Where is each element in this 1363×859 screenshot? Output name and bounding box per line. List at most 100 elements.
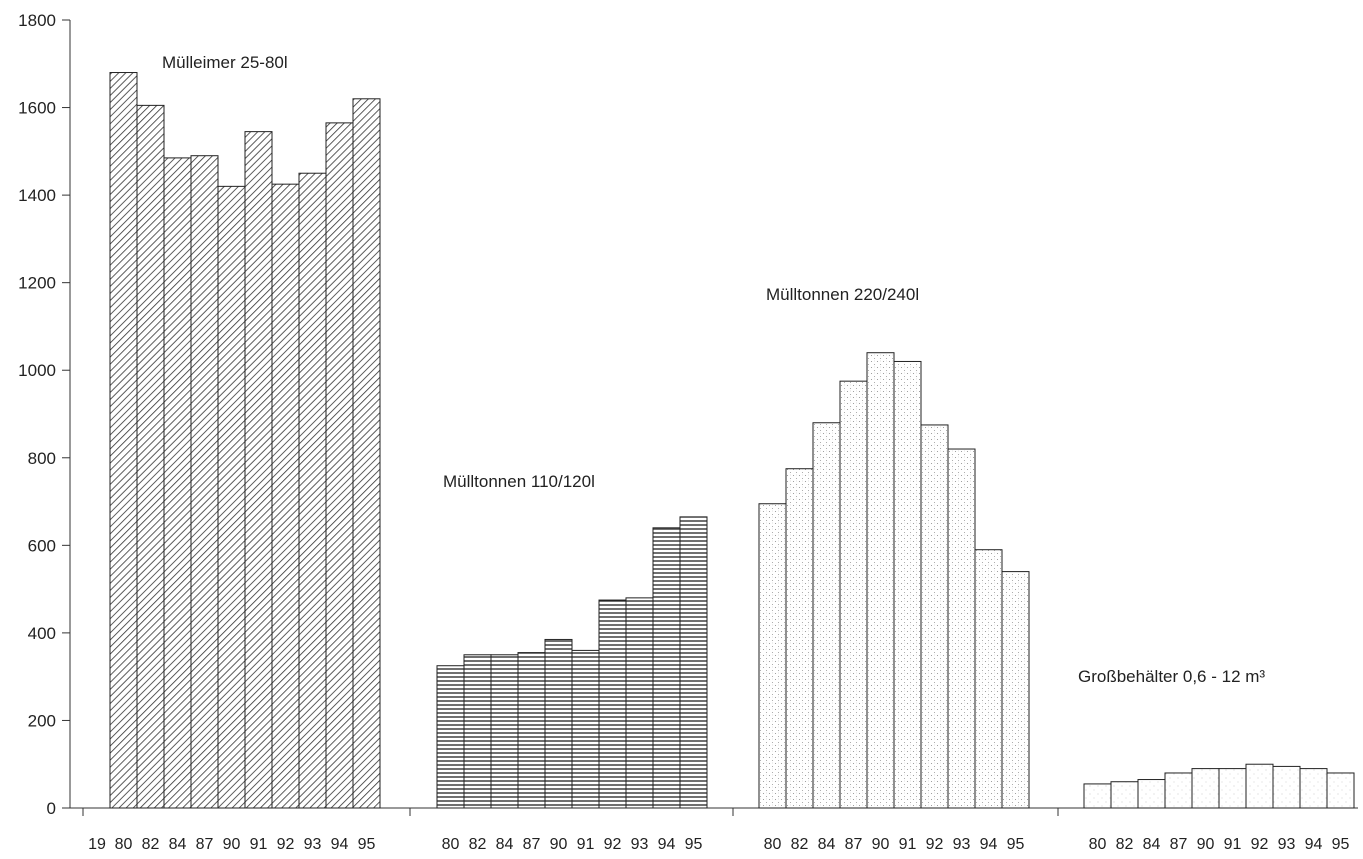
x-tick-label: 93: [631, 836, 649, 853]
y-tick-label: 1800: [18, 11, 56, 30]
x-tick-label: 84: [818, 836, 836, 853]
x-tick-label: 82: [142, 836, 160, 853]
x-tick-label: 90: [1197, 836, 1215, 853]
y-axis: 0 200 400 600 800 1000 1200 1400 1600 1800: [18, 11, 71, 818]
x-tick-label: 80: [442, 836, 460, 853]
bar: [1245, 763, 1274, 809]
x-tick-label: 95: [358, 836, 376, 853]
bar: [974, 549, 1003, 809]
bar: [136, 104, 165, 809]
x-tick-label: 90: [550, 836, 568, 853]
bar: [1218, 768, 1247, 809]
bar: [244, 131, 273, 809]
bar: [598, 599, 627, 809]
bar: [812, 422, 841, 809]
x-tick-label: 94: [331, 836, 349, 853]
bar: [1110, 781, 1139, 809]
x-tick-label: 92: [277, 836, 295, 853]
bar: [190, 155, 219, 809]
y-tick-label: 400: [28, 624, 56, 643]
x-tick-label: 95: [1332, 836, 1350, 853]
x-tick-label: 82: [1116, 836, 1134, 853]
bar: [652, 527, 681, 809]
y-tick-label: 600: [28, 536, 56, 555]
x-tick-label: 82: [791, 836, 809, 853]
bar: [490, 654, 519, 809]
x-tick-label: 80: [115, 836, 133, 853]
bar: [298, 172, 327, 809]
group-label: Mülltonnen 220/240l: [766, 285, 919, 304]
y-tick-label: 0: [47, 799, 56, 818]
bar: [1191, 768, 1220, 809]
bar: [109, 72, 138, 809]
group-label: Mülleimer 25-80l: [162, 53, 288, 72]
x-tick-label: 80: [1089, 836, 1107, 853]
bar: [325, 122, 354, 809]
x-axis: 19 80 82 84 87 90 91 92 93 94 95 80 82 84 87 90 91 92 93 94…: [70, 807, 1358, 853]
bar: [217, 185, 246, 809]
bar: [163, 157, 192, 809]
x-tick-label: 91: [899, 836, 917, 853]
bar: [271, 183, 300, 809]
x-tick-label: 84: [169, 836, 187, 853]
y-tick-label: 200: [28, 711, 56, 730]
bar: [866, 352, 895, 809]
x-tick-label: 93: [1278, 836, 1296, 853]
x-tick-label: 93: [304, 836, 322, 853]
bar: [1001, 571, 1030, 809]
bar: [839, 380, 868, 809]
y-tick-label: 1400: [18, 186, 56, 205]
bar: [758, 503, 787, 809]
bar: [571, 649, 600, 809]
bar: [625, 597, 654, 809]
y-tick-label: 800: [28, 449, 56, 468]
bar: [920, 424, 949, 809]
x-tick-label: 91: [577, 836, 595, 853]
x-tick-label: 82: [469, 836, 487, 853]
bar: [1299, 768, 1328, 809]
x-tick-label: 87: [1170, 836, 1188, 853]
x-tick-label: 94: [980, 836, 998, 853]
x-tick-label: 84: [496, 836, 514, 853]
group-labels: Mülleimer 25-80l Mülltonnen 110/120l Müllt…: [162, 53, 1265, 686]
x-tick-label: 92: [926, 836, 944, 853]
x-tick-label: 87: [523, 836, 541, 853]
x-tick-label: 80: [764, 836, 782, 853]
y-tick-label: 1200: [18, 274, 56, 293]
bar: [893, 360, 922, 809]
bars: [109, 72, 1355, 809]
group-label: Mülltonnen 110/120l: [443, 472, 595, 491]
bar: [1137, 779, 1166, 809]
y-tick-label: 1600: [18, 99, 56, 118]
bar: [679, 516, 708, 809]
bar: [1164, 772, 1193, 809]
x-tick-label: 87: [845, 836, 863, 853]
bar: [1326, 772, 1355, 809]
x-tick-label: 95: [685, 836, 703, 853]
bar: [1083, 783, 1112, 809]
bar: [436, 665, 465, 809]
x-tick-label: 90: [223, 836, 241, 853]
bar: [1272, 765, 1301, 809]
year-prefix-label: 19: [88, 836, 106, 853]
x-tick-label: 91: [250, 836, 268, 853]
x-tick-label: 92: [604, 836, 622, 853]
bar: [785, 468, 814, 809]
x-tick-label: 87: [196, 836, 214, 853]
bar: [352, 98, 381, 809]
bar: [544, 638, 573, 809]
y-tick-label: 1000: [18, 361, 56, 380]
x-tick-label: 92: [1251, 836, 1269, 853]
group-label: Großbehälter 0,6 - 12 m³: [1078, 667, 1265, 686]
x-tick-label: 91: [1224, 836, 1242, 853]
x-tick-label: 90: [872, 836, 890, 853]
bar: [517, 652, 546, 809]
x-tick-label: 95: [1007, 836, 1025, 853]
x-tick-label: 84: [1143, 836, 1161, 853]
bar: [463, 654, 492, 809]
bar: [947, 448, 976, 809]
x-tick-label: 94: [658, 836, 676, 853]
x-tick-label: 94: [1305, 836, 1323, 853]
x-tick-label: 93: [953, 836, 971, 853]
